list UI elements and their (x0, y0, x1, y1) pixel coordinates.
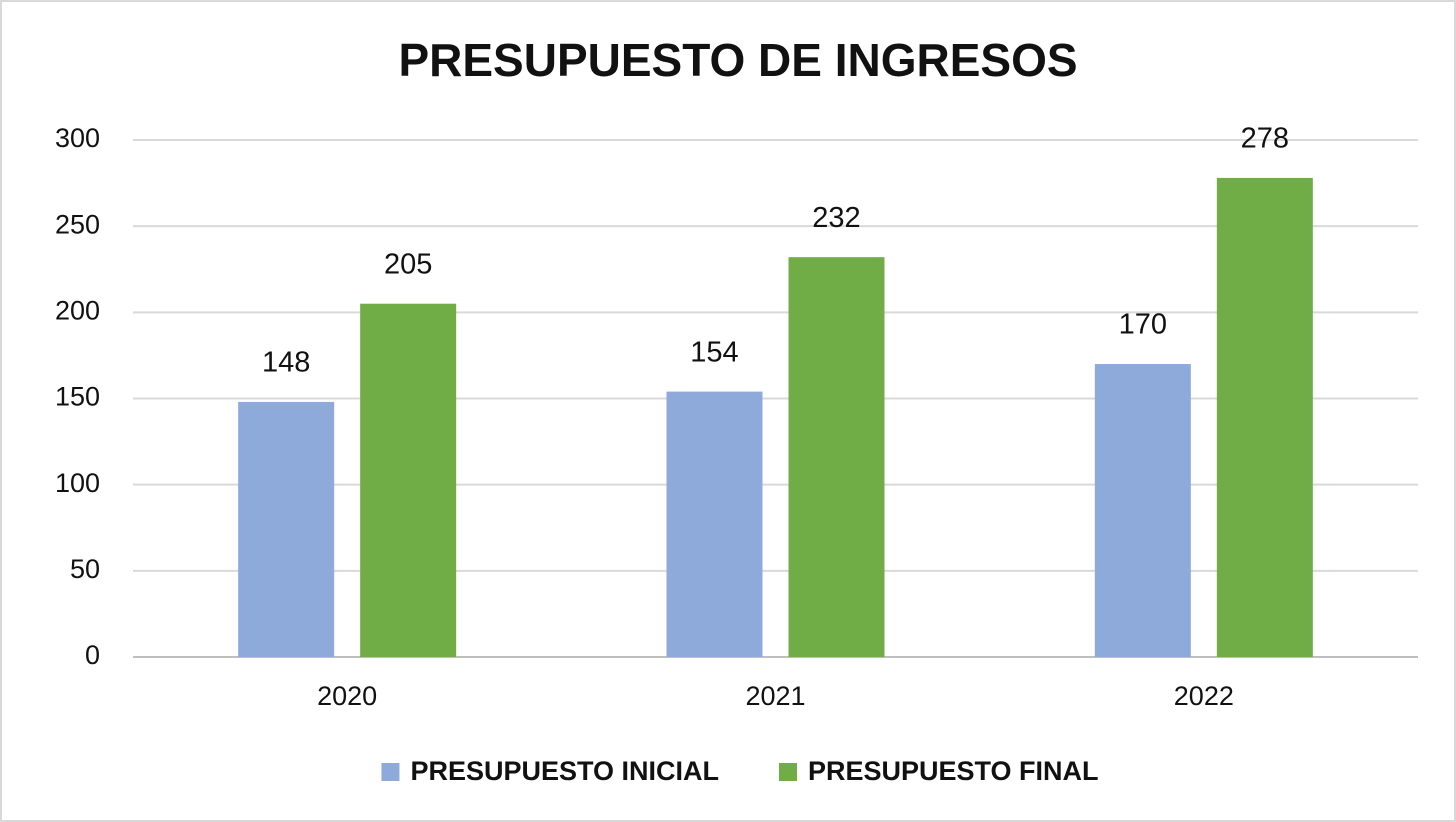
bar (1216, 177, 1313, 657)
legend-label: PRESUPUESTO INICIAL (410, 756, 719, 786)
bar (238, 401, 335, 657)
bar (360, 303, 457, 657)
y-tick-label: 100 (55, 468, 100, 498)
data-label: 170 (1119, 309, 1167, 341)
x-tick-label: 2022 (1174, 681, 1234, 711)
bar (1094, 364, 1191, 657)
chart-title: PRESUPUESTO DE INGRESOS (398, 34, 1077, 86)
y-tick-label: 250 (55, 209, 100, 239)
y-tick-label: 150 (55, 382, 100, 412)
y-tick-label: 200 (55, 295, 100, 325)
data-label: 205 (384, 248, 432, 280)
y-tick-label: 0 (85, 640, 100, 670)
data-label: 148 (262, 347, 310, 379)
bar (788, 257, 885, 657)
legend-swatch (779, 763, 798, 781)
bar (666, 391, 763, 657)
x-tick-label: 2021 (745, 681, 805, 711)
y-tick-label: 50 (70, 554, 100, 584)
legend-swatch (381, 763, 400, 781)
y-tick-label: 300 (55, 123, 100, 153)
data-label: 154 (690, 336, 738, 368)
data-label: 232 (812, 202, 860, 234)
legend-label: PRESUPUESTO FINAL (808, 756, 1099, 786)
x-tick-label: 2020 (317, 681, 377, 711)
data-label: 278 (1241, 123, 1289, 155)
